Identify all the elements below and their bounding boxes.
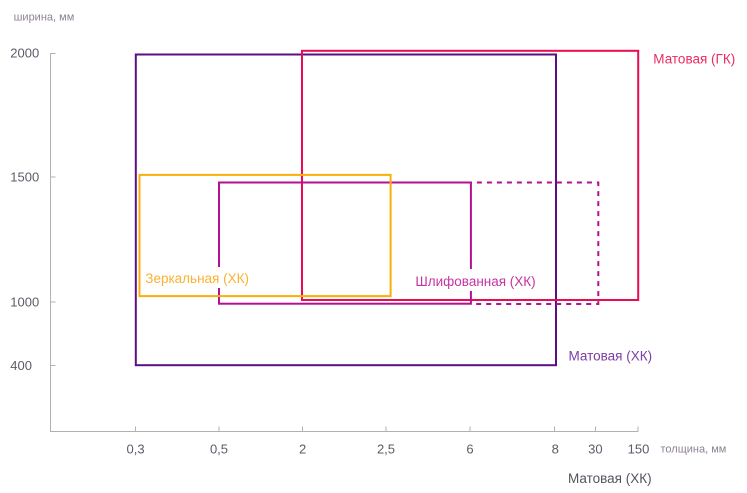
svg-text:Матовая (ГК): Матовая (ГК) <box>653 52 735 67</box>
svg-text:1500: 1500 <box>10 170 39 185</box>
svg-text:Зеркальная (ХК): Зеркальная (ХК) <box>145 271 249 286</box>
svg-text:150: 150 <box>628 442 650 457</box>
svg-text:2: 2 <box>299 442 306 457</box>
svg-text:0,5: 0,5 <box>210 442 228 457</box>
svg-text:2,5: 2,5 <box>377 442 395 457</box>
svg-text:Матовая (ХК): Матовая (ХК) <box>568 471 652 486</box>
svg-text:1000: 1000 <box>10 295 39 310</box>
svg-text:400: 400 <box>10 358 32 373</box>
svg-text:Матовая (ХК): Матовая (ХК) <box>569 348 653 363</box>
svg-text:Шлифованная (ХК): Шлифованная (ХК) <box>415 274 535 289</box>
svg-text:0,3: 0,3 <box>127 442 145 457</box>
svg-text:2000: 2000 <box>10 45 39 60</box>
svg-text:ширина, мм: ширина, мм <box>14 11 75 23</box>
svg-text:толщина, мм: толщина, мм <box>661 443 727 455</box>
svg-text:8: 8 <box>552 442 559 457</box>
svg-text:6: 6 <box>466 442 473 457</box>
svg-text:30: 30 <box>588 442 602 457</box>
